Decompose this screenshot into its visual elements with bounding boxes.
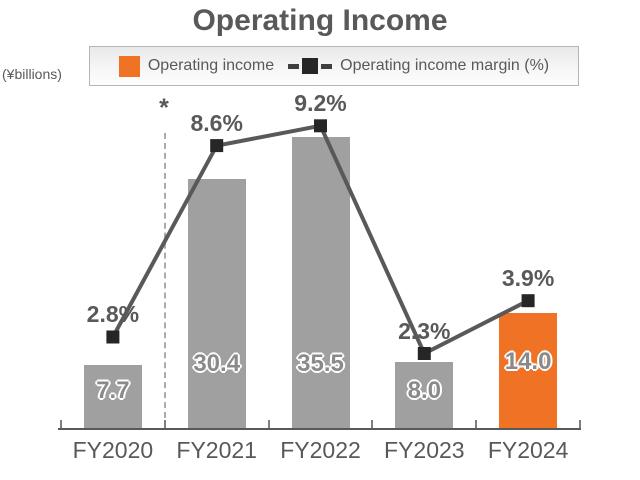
- margin-marker: [106, 330, 120, 344]
- bar-fy2020: [83, 365, 142, 428]
- x-axis-tick: [60, 420, 62, 428]
- margin-line: [111, 123, 530, 357]
- bar-value-label: 14.0: [504, 348, 552, 375]
- bar-value-label: 35.5: [297, 350, 344, 377]
- x-axis-tick: [475, 420, 478, 428]
- line-marker-icon: [288, 58, 333, 74]
- x-axis-tick: [579, 420, 581, 428]
- legend-line-label: Operating income margin (%): [340, 57, 550, 74]
- bar-fy2022: [291, 137, 350, 428]
- bar-value-label: 7.7: [96, 377, 130, 404]
- chart-title: Operating Income: [192, 4, 448, 37]
- footnote-asterisk: *: [159, 94, 169, 122]
- x-axis-label-fy2021: FY2021: [176, 437, 257, 463]
- x-axis-label-fy2020: FY2020: [72, 437, 154, 463]
- bar-fy2024: [499, 313, 558, 428]
- legend: Operating income Operating income margin…: [89, 46, 579, 86]
- margin-value-label: 2.3%: [398, 317, 451, 344]
- x-axis-tick: [267, 420, 270, 428]
- margin-marker: [210, 139, 224, 153]
- x-axis-label-fy2022: FY2022: [280, 437, 361, 463]
- bar-fy2021: [187, 179, 246, 428]
- legend-item-operating-income: Operating income: [118, 55, 275, 77]
- y-axis-unit-label: (¥billions): [2, 66, 62, 82]
- margin-marker: [521, 294, 535, 308]
- x-axis-label-fy2024: FY2024: [487, 437, 569, 463]
- bar-value-label: 8.0: [407, 377, 441, 404]
- fy2020-fy2021-separator-line: [164, 133, 166, 428]
- x-axis-tick: [371, 420, 374, 428]
- margin-value-label: 3.9%: [501, 264, 555, 291]
- x-axis-label-fy2023: FY2023: [384, 437, 465, 463]
- bar-swatch-icon: [118, 55, 140, 77]
- legend-item-margin: Operating income margin (%): [288, 57, 549, 75]
- margin-value-label: 9.2%: [294, 89, 347, 116]
- x-axis-line: [58, 428, 581, 430]
- legend-bar-label: Operating income: [147, 57, 275, 74]
- bar-fy2023: [395, 362, 454, 428]
- bar-value-label: 30.4: [193, 350, 241, 377]
- margin-value-label: 8.6%: [190, 109, 243, 136]
- margin-marker: [314, 119, 327, 133]
- margin-marker: [417, 347, 431, 360]
- x-axis-tick: [163, 420, 166, 428]
